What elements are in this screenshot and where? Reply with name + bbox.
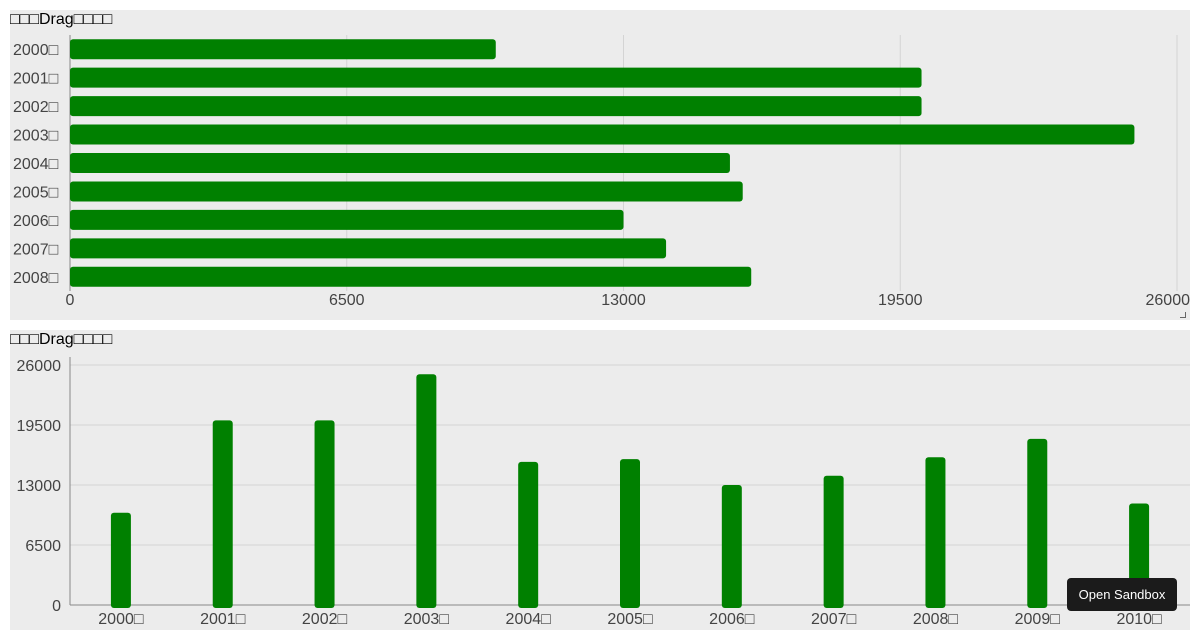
chart-title: □□□Drag□□□□ <box>10 331 113 348</box>
x-tick-label: 26000 <box>1146 292 1191 309</box>
bar[interactable] <box>70 153 730 173</box>
y-tick-label: 26000 <box>17 358 62 375</box>
y-tick-label: 2000□ <box>13 42 59 59</box>
vertical-bar-chart-panel: □□□Drag□□□□ 0 6500 13000 19500 26000 2000□ 200… <box>10 330 1190 630</box>
y-tick-label: 2006□ <box>13 213 59 230</box>
bar[interactable] <box>518 461 539 608</box>
y-tick-label: 13000 <box>17 478 62 495</box>
x-tick-label: 2003□ <box>404 611 450 628</box>
x-tick-label: 2005□ <box>607 611 653 628</box>
bar[interactable] <box>70 181 743 202</box>
x-tick-label: 2000□ <box>98 611 144 628</box>
bar[interactable] <box>721 485 742 608</box>
y-tick-label: 2002□ <box>13 99 59 116</box>
open-sandbox-button[interactable]: Open Sandbox <box>1067 578 1177 611</box>
bar[interactable] <box>70 238 667 259</box>
bar[interactable] <box>70 96 922 117</box>
x-tick-label: 2009□ <box>1015 611 1061 628</box>
y-tick-label: 6500 <box>25 538 61 555</box>
x-tick-label: 13000 <box>601 292 646 309</box>
bar[interactable] <box>70 266 752 287</box>
bar[interactable] <box>1027 438 1048 608</box>
x-tick-label: 19500 <box>878 292 923 309</box>
y-tick-label: 2008□ <box>13 270 59 287</box>
horizontal-bar-chart-panel: □□□Drag□□□□ 0 6500 13000 19500 26000 2000□ 200… <box>10 10 1190 320</box>
x-tick-label: 2004□ <box>506 611 552 628</box>
bar[interactable] <box>70 124 1135 145</box>
bar[interactable] <box>70 67 922 88</box>
x-tick-label: 2010□ <box>1116 611 1162 628</box>
vertical-bar-chart[interactable]: 0 6500 13000 19500 26000 2000□ 2001□ 2002□ 2003□… <box>10 330 1190 630</box>
y-tick-label: 2003□ <box>13 128 59 145</box>
bar[interactable] <box>620 459 640 608</box>
x-tick-label: 2007□ <box>811 611 857 628</box>
y-tick-label: 2004□ <box>13 156 59 173</box>
bar[interactable] <box>70 209 624 230</box>
y-tick-label: 2007□ <box>13 241 59 258</box>
x-tick-label: 2002□ <box>302 611 348 628</box>
x-tick-label: 2006□ <box>709 611 755 628</box>
bar[interactable] <box>212 420 233 608</box>
bar[interactable] <box>110 512 131 608</box>
y-tick-label: 0 <box>52 598 61 615</box>
x-tick-label: 2001□ <box>200 611 246 628</box>
y-tick-label: 2001□ <box>13 71 59 88</box>
bar[interactable] <box>416 374 437 608</box>
chart-title: □□□Drag□□□□ <box>10 11 113 28</box>
horizontal-bar-chart[interactable]: 0 6500 13000 19500 26000 2000□ 2001□ 2002□ 2003□… <box>10 10 1190 320</box>
resize-handle[interactable] <box>1180 312 1186 318</box>
x-tick-label: 2008□ <box>913 611 959 628</box>
x-tick-label: 0 <box>66 292 75 309</box>
bar[interactable] <box>823 475 844 608</box>
bar[interactable] <box>70 39 496 60</box>
y-tick-label: 19500 <box>17 418 62 435</box>
x-tick-label: 6500 <box>329 292 365 309</box>
bar[interactable] <box>925 457 946 608</box>
bar[interactable] <box>314 420 335 608</box>
y-tick-label: 2005□ <box>13 184 59 201</box>
